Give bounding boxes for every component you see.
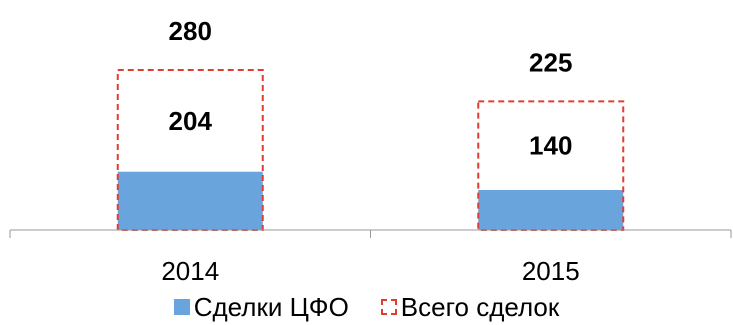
legend-swatch-total [380, 299, 397, 315]
legend-item-total: Всего сделок [380, 291, 560, 323]
data-label-cfo-2015: 140 [529, 131, 572, 161]
legend-swatch-cfo [173, 299, 190, 315]
bar-chart: 280 204 2014 225 140 2015 [9, 16, 732, 286]
x-tick-label-2015: 2015 [522, 256, 580, 286]
legend: Сделки ЦФО Всего сделок [0, 290, 733, 324]
legend-label-cfo: Сделки ЦФО [193, 291, 349, 322]
bar-cfo-2014 [117, 171, 263, 230]
legend-item-cfo: Сделки ЦФО [173, 291, 349, 323]
data-label-cfo-2014: 204 [169, 106, 213, 136]
data-label-total-2014: 280 [169, 16, 212, 46]
data-label-total-2015: 225 [529, 47, 572, 77]
legend-label-total: Всего сделок [400, 291, 560, 322]
x-tick-label-2014: 2014 [161, 256, 219, 286]
bar-total-2014 [116, 69, 264, 231]
bar-total-2015 [477, 100, 625, 231]
bar-cfo-2015 [478, 190, 624, 230]
